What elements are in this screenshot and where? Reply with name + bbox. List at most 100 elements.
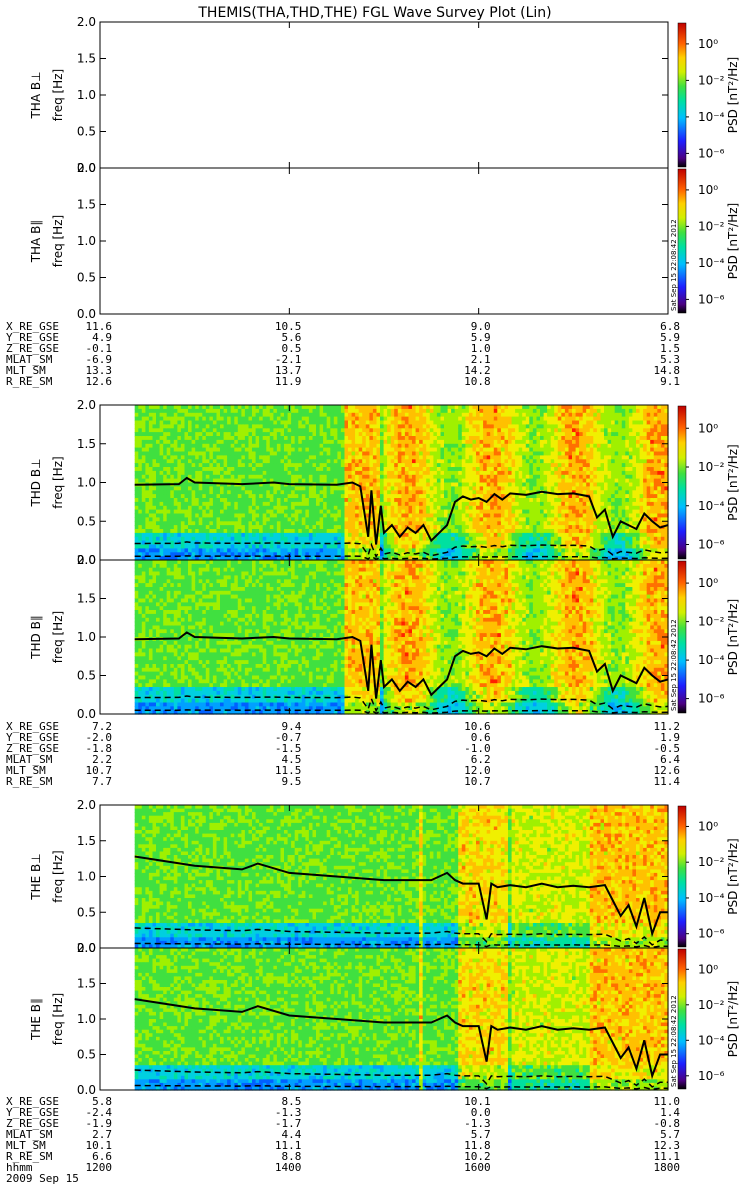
spectrogram-cell [135,548,139,553]
spectrogram-cell [206,548,210,553]
spectrogram-cell [398,514,402,519]
spectrogram-cell [348,510,352,514]
spectrogram-cell [451,405,455,410]
spectrogram-cell [142,467,146,472]
spectrogram-cell [398,486,402,491]
spectrogram-cell [547,424,551,429]
spectrogram-cell [181,436,185,441]
spectrogram-cell [277,452,281,457]
spectrogram-cell [263,448,267,453]
spectrogram-cell [405,514,409,519]
spectrogram-cell [341,440,345,445]
spectrogram-cell [156,471,160,476]
spectrogram-cell [490,533,494,538]
spectrogram-cell [156,517,160,522]
spectrogram-cell [469,455,473,460]
spectrogram-cell [206,440,210,445]
spectrogram-cell [398,421,402,426]
spectrogram-cell [227,548,231,553]
spectrogram-cell [565,463,569,468]
spectrogram-cell [167,486,171,491]
spectrogram-cell [561,548,565,553]
spectrogram-cell [284,440,288,445]
spectrogram-cell [462,548,466,553]
spectrogram-cell [302,436,306,441]
spectrogram-cell [341,502,345,507]
spectrogram-cell [380,541,384,546]
spectrogram-cell [188,494,192,499]
spectrogram-cell [483,448,487,453]
spectrogram-cell [334,452,338,457]
spectrogram-cell [508,529,512,534]
spectrogram-cell [206,467,210,472]
spectrogram-cell [174,486,178,491]
spectrogram-cell [259,448,263,453]
spectrogram-cell [469,494,473,499]
spectrogram-cell [476,517,480,522]
spectrogram-cell [501,455,505,460]
spectrogram-cell [426,452,430,457]
spectrogram-cell [277,502,281,507]
spectrogram-cell [220,421,224,426]
spectrogram-cell [501,436,505,441]
spectrogram-cell [444,529,448,534]
spectrogram-cell [231,440,235,445]
spectrogram-cell [529,424,533,429]
spectrogram-cell [515,517,519,522]
spectrogram-cell [540,548,544,553]
spectrogram-cell [380,467,384,472]
spectrogram-cell [167,448,171,453]
spectrogram-cell [490,525,494,530]
spectrogram-cell [419,436,423,441]
spectrogram-cell [149,421,153,426]
spectrogram-cell [270,545,274,550]
spectrogram-cell [295,448,299,453]
spectrogram-cell [451,479,455,484]
spectrogram-cell [341,421,345,426]
spectrogram-cell [522,548,526,553]
spectrogram-cell [451,471,455,476]
spectrogram-cell [458,463,462,468]
spectrogram-cell [295,455,299,460]
spectrogram-cell [245,409,249,414]
spectrogram-cell [231,417,235,422]
spectrogram-cell [444,463,448,468]
spectrogram-cell [565,510,569,514]
spectrogram-cell [160,417,164,422]
spectrogram-cell [309,405,313,410]
spectrogram-cell [355,452,359,457]
spectrogram-cell [245,432,249,437]
spectrogram-cell [220,514,224,519]
spectrogram-cell [238,486,242,491]
spectrogram-cell [554,417,558,422]
spectrogram-cell [554,467,558,472]
spectrogram-cell [238,494,242,499]
spectrogram-cell [412,494,416,499]
spectrogram-cell [522,409,526,414]
spectrogram-cell [458,541,462,546]
spectrogram-cell [238,409,242,414]
spectrogram-cell [412,479,416,484]
spectrogram-cell [490,455,494,460]
spectrogram-cell [476,510,480,514]
spectrogram-cell [412,502,416,507]
spectrogram-cell [192,448,196,453]
creation-stamp: Sat Sep 15 22:08:42 2012 [670,219,678,311]
spectrogram-cell [199,486,203,491]
spectrogram-cell [540,440,544,445]
spectrogram-cell [270,498,274,503]
spectrogram-cell [565,498,569,503]
spectrogram-cell [565,494,569,499]
spectrogram-cell [419,498,423,503]
spectrogram-cell [501,467,505,472]
spectrogram-cell [387,533,391,538]
spectrogram-cell [295,479,299,484]
spectrogram-cell [412,440,416,445]
spectrogram-cell [309,510,313,514]
spectrogram-cell [213,498,217,503]
spectrogram-cell [501,541,505,546]
spectrogram-cell [231,405,235,410]
spectrogram-cell [490,529,494,534]
spectrogram-cell [561,525,565,530]
spectrogram-cell [327,529,331,534]
